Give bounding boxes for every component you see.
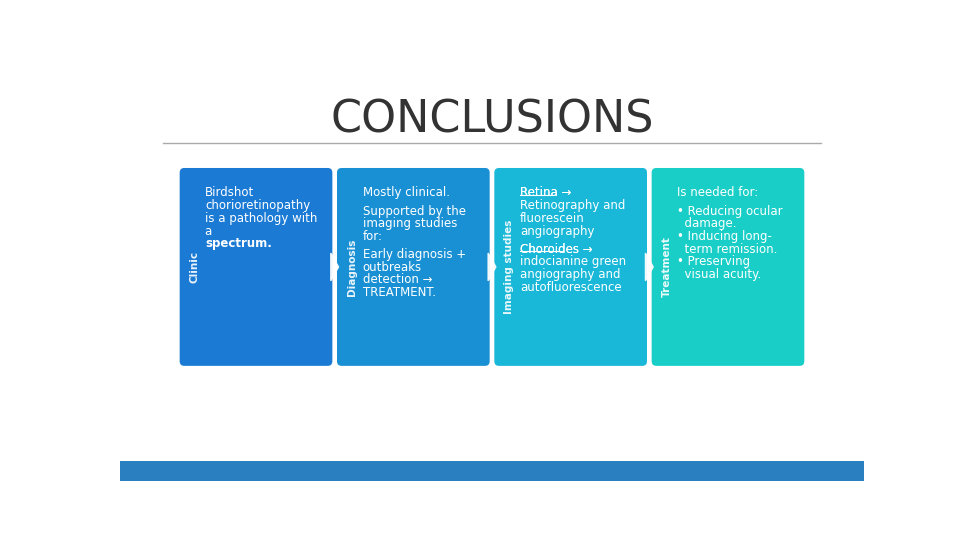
Text: Is needed for:: Is needed for: bbox=[677, 186, 758, 199]
Text: CONCLUSIONS: CONCLUSIONS bbox=[330, 99, 654, 141]
Text: is a pathology with: is a pathology with bbox=[205, 212, 318, 225]
FancyBboxPatch shape bbox=[180, 168, 332, 366]
Text: visual acuity.: visual acuity. bbox=[677, 268, 761, 281]
Text: • Preserving: • Preserving bbox=[677, 255, 751, 268]
Text: TREATMENT.: TREATMENT. bbox=[363, 286, 436, 299]
Text: detection →: detection → bbox=[363, 273, 432, 286]
Text: Retina →: Retina → bbox=[520, 186, 571, 199]
FancyBboxPatch shape bbox=[337, 168, 490, 366]
Text: outbreaks: outbreaks bbox=[363, 261, 421, 274]
Text: for:: for: bbox=[363, 230, 383, 243]
Text: Birdshot: Birdshot bbox=[205, 186, 254, 199]
Text: Early diagnosis +: Early diagnosis + bbox=[363, 248, 466, 261]
Text: term remission.: term remission. bbox=[677, 242, 778, 255]
Text: Choroides →: Choroides → bbox=[520, 242, 592, 255]
Polygon shape bbox=[331, 253, 339, 281]
Polygon shape bbox=[645, 253, 653, 281]
Text: imaging studies: imaging studies bbox=[363, 217, 457, 230]
FancyBboxPatch shape bbox=[120, 461, 864, 481]
FancyBboxPatch shape bbox=[652, 168, 804, 366]
Text: Imaging studies: Imaging studies bbox=[504, 220, 514, 314]
Text: indocianine green: indocianine green bbox=[520, 255, 626, 268]
Text: damage.: damage. bbox=[677, 217, 736, 230]
Text: Clinic: Clinic bbox=[189, 251, 200, 283]
Text: Diagnosis: Diagnosis bbox=[347, 238, 357, 295]
Text: • Reducing ocular: • Reducing ocular bbox=[677, 205, 782, 218]
Text: angiography: angiography bbox=[520, 225, 594, 238]
Polygon shape bbox=[488, 253, 496, 281]
FancyBboxPatch shape bbox=[494, 168, 647, 366]
Text: fluorescein: fluorescein bbox=[520, 212, 585, 225]
Text: Treatment: Treatment bbox=[661, 237, 671, 298]
Text: spectrum.: spectrum. bbox=[205, 237, 272, 250]
Text: angiography and: angiography and bbox=[520, 268, 620, 281]
Text: a: a bbox=[205, 225, 216, 238]
Text: chorioretinopathy: chorioretinopathy bbox=[205, 199, 310, 212]
Text: autofluorescence: autofluorescence bbox=[520, 281, 621, 294]
Text: Retina →: Retina → bbox=[520, 186, 571, 199]
Text: Choroides →: Choroides → bbox=[520, 242, 592, 255]
Text: Retinography and: Retinography and bbox=[520, 199, 625, 212]
Text: Supported by the: Supported by the bbox=[363, 205, 466, 218]
Text: Mostly clinical.: Mostly clinical. bbox=[363, 186, 449, 199]
Text: • Inducing long-: • Inducing long- bbox=[677, 230, 772, 243]
